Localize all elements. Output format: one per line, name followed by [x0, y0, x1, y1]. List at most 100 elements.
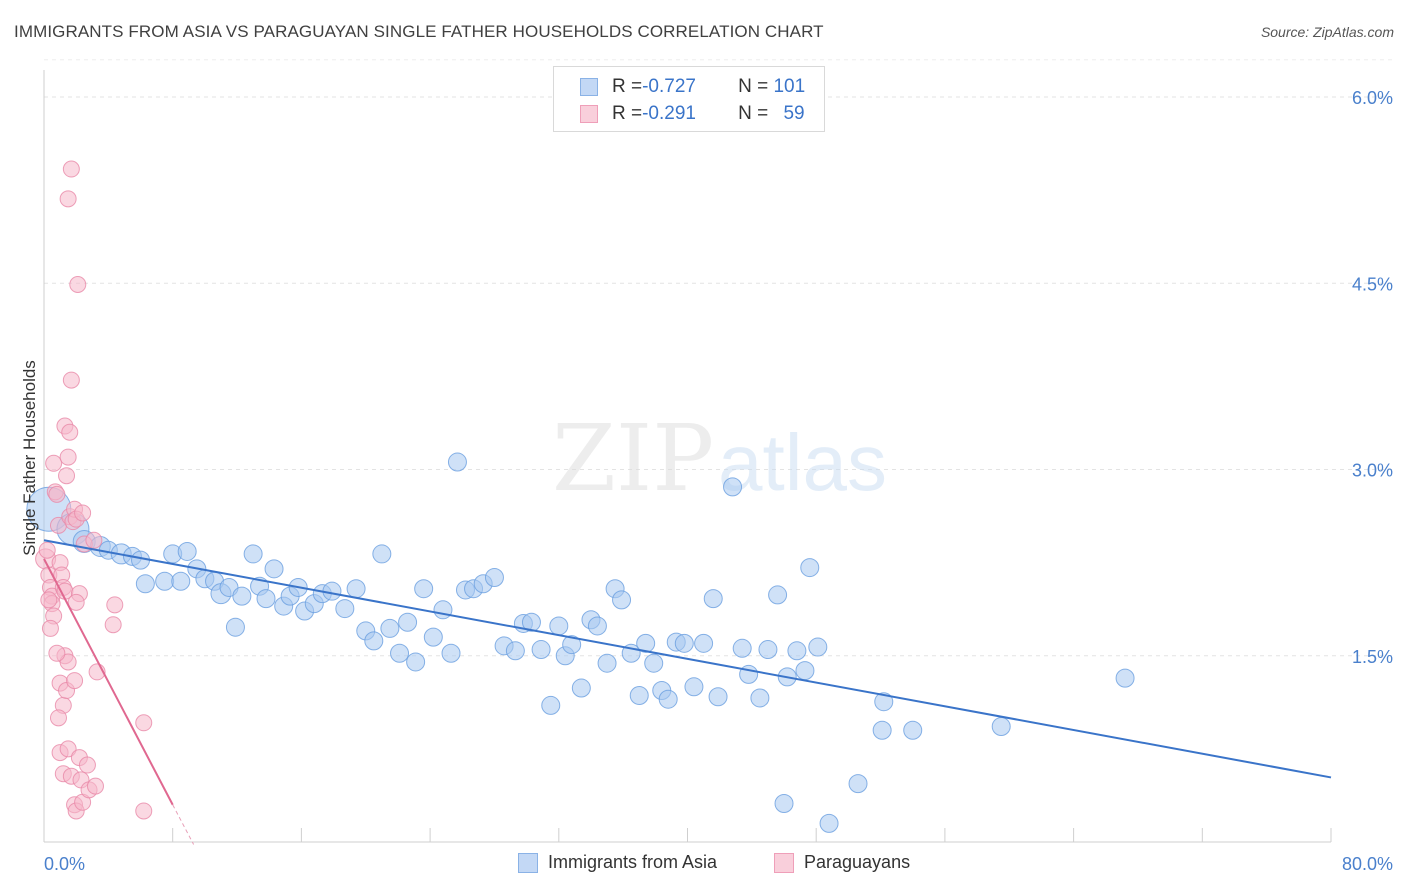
- asia-point: [629, 685, 649, 705]
- paraguayan-point: [48, 644, 66, 662]
- asia-point: [335, 599, 355, 619]
- asia-point: [819, 813, 839, 833]
- watermark-zip: ZIP: [552, 405, 714, 512]
- chart-title: IMMIGRANTS FROM ASIA VS PARAGUAYAN SINGL…: [14, 22, 824, 41]
- n-label: N =: [738, 76, 774, 97]
- asia-point: [612, 590, 632, 610]
- x-tick-label: 0.0%: [44, 854, 85, 874]
- paraguayan-point: [59, 653, 77, 671]
- asia-point: [808, 637, 828, 657]
- paraguayan-point: [49, 709, 67, 727]
- r-label: R =: [612, 76, 643, 97]
- paraguayan-point: [135, 714, 153, 732]
- paraguayan-point: [67, 593, 85, 611]
- paraguayan-point: [85, 531, 103, 549]
- asia-point: [750, 688, 770, 708]
- paraguayan-point: [48, 485, 66, 503]
- paraguayan-point: [62, 371, 80, 389]
- asia-point: [135, 574, 155, 594]
- bottom-legend-label: Paraguayans: [804, 852, 911, 872]
- asia-point: [225, 617, 245, 637]
- paraguayan-point: [78, 756, 96, 774]
- asia-point: [874, 692, 894, 712]
- asia-point: [597, 653, 617, 673]
- y-tick-label: 3.0%: [1352, 461, 1393, 481]
- y-tick-label: 6.0%: [1352, 88, 1393, 108]
- watermark-atlas: atlas: [718, 418, 887, 507]
- asia-point: [521, 612, 541, 632]
- paraguayan-point: [74, 504, 92, 522]
- bottom-swatch-asia: [518, 852, 538, 873]
- asia-point: [531, 640, 551, 660]
- asia-point: [346, 579, 366, 599]
- asia-point: [795, 661, 815, 681]
- stats-legend: R = -0.727 N = 101 R = -0.291 N = 59: [553, 66, 825, 132]
- bottom-legend-paraguayans: Paraguayans: [774, 852, 910, 873]
- legend-swatch-asia: [580, 78, 598, 96]
- tick-labels: 1.5% 3.0% 4.5% 6.0% 0.0% 80.0%: [44, 88, 1393, 874]
- asia-point: [423, 627, 443, 647]
- data-points: [26, 160, 1135, 833]
- y-axis-label: Single Father Households: [20, 360, 39, 556]
- asia-point: [549, 616, 569, 636]
- paraguayan-point: [69, 275, 87, 293]
- paraguayan-point: [106, 596, 124, 614]
- asia-point: [768, 585, 788, 605]
- asia-point: [658, 689, 678, 709]
- asia-point: [243, 544, 263, 564]
- paraguayan-point: [86, 777, 104, 795]
- asia-point: [177, 541, 197, 561]
- asia-point: [1115, 668, 1135, 688]
- asia-point: [694, 633, 714, 653]
- asia-point: [562, 635, 582, 655]
- asia-point: [587, 616, 607, 636]
- asia-point: [800, 558, 820, 578]
- paraguayan-trend-line: [43, 558, 174, 806]
- asia-point: [872, 720, 892, 740]
- asia-point: [414, 579, 434, 599]
- asia-point: [774, 794, 794, 814]
- asia-point: [433, 600, 453, 620]
- paraguayan-point: [38, 541, 56, 559]
- legend-row-paraguayans: R = -0.291 N = 59: [580, 102, 805, 126]
- n-value: 59: [783, 103, 805, 124]
- n-label: N =: [738, 103, 774, 124]
- asia-point: [708, 687, 728, 707]
- asia-point: [380, 618, 400, 638]
- paraguayan-point: [58, 467, 76, 485]
- asia-point: [406, 652, 426, 672]
- asia-point: [155, 571, 175, 591]
- n-value: 101: [773, 76, 806, 97]
- paraguayan-point: [45, 454, 63, 472]
- asia-point: [703, 589, 723, 609]
- bottom-swatch-paraguayans: [774, 852, 794, 873]
- paraguayan-point: [59, 190, 77, 208]
- asia-point: [723, 477, 743, 497]
- asia-point: [447, 452, 467, 472]
- x-tick-label: 80.0%: [1342, 854, 1393, 874]
- paraguayan-point: [62, 160, 80, 178]
- asia-point: [171, 571, 191, 591]
- y-tick-label: 1.5%: [1352, 647, 1393, 667]
- asia-point: [636, 633, 656, 653]
- y-tick-label: 4.5%: [1352, 274, 1393, 294]
- asia-point: [674, 633, 694, 653]
- bottom-legend-label: Immigrants from Asia: [548, 852, 718, 872]
- paraguayan-point: [66, 672, 84, 690]
- legend-swatch-paraguayans: [580, 105, 598, 123]
- paraguayan-point: [104, 616, 122, 634]
- paraguayan-point: [135, 802, 153, 820]
- grid-lines: [44, 59, 1392, 657]
- asia-point: [758, 640, 778, 660]
- trend-lines: [43, 539, 1332, 845]
- asia-point: [398, 612, 418, 632]
- asia-point: [364, 631, 384, 651]
- asia-point: [390, 643, 410, 663]
- asia-point: [644, 653, 664, 673]
- asia-point: [848, 774, 868, 794]
- paraguayan-point: [59, 448, 77, 466]
- asia-point: [232, 586, 252, 606]
- paraguayan-trend-extension: [172, 804, 195, 845]
- r-label: R =: [612, 103, 643, 124]
- r-value: -0.291: [642, 103, 696, 124]
